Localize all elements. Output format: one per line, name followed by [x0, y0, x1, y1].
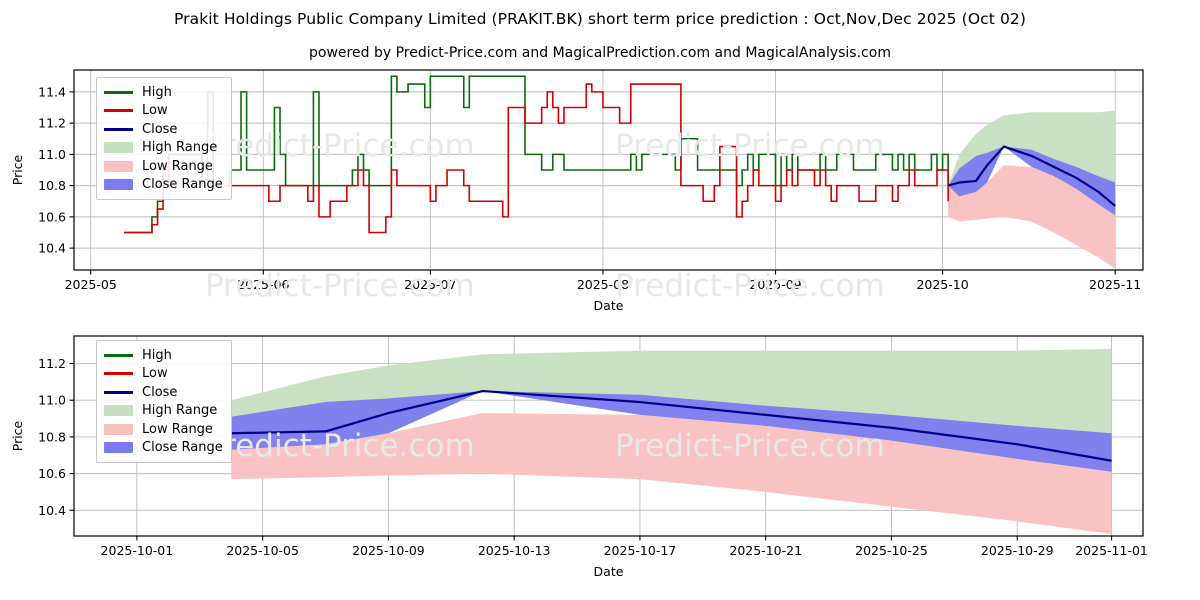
legend-item-low-range: Low Range [104, 157, 223, 176]
x-axis-tick-label: 2025-10-29 [981, 543, 1054, 558]
legend-item-label: Low Range [142, 421, 213, 437]
legend-swatch-icon [104, 179, 133, 191]
legend-swatch-icon [104, 127, 133, 131]
legend-item-label: High Range [142, 140, 218, 156]
legend-item-high-range: High Range [104, 139, 223, 158]
legend-item-label: Close [142, 121, 178, 137]
legend-swatch-icon [104, 109, 133, 113]
legend-item-label: Low Range [142, 158, 213, 174]
y-axis-tick-label: 11.4 [38, 84, 66, 99]
x-axis-tick-label: 2025-09 [749, 277, 801, 292]
y-axis-tick-label: 10.6 [38, 466, 66, 481]
x-axis-tick-label: 2025-10-21 [729, 543, 802, 558]
legend-item-label: High [142, 347, 172, 363]
overview-chart-panel: 10.4 10.6 10.8 11.0 11.2 11.4 2025-05 2025-06 20… [0, 60, 1200, 320]
y-axis-title: Price [10, 154, 25, 185]
overview-chart-legend: High Low Close High Range Low Range Close Ran… [96, 77, 232, 200]
page-title: Prakit Holdings Public Company Limited (… [173, 10, 1027, 28]
detail-chart-legend: High Low Close High Range Low Range Close Ran… [96, 340, 232, 463]
legend-item-label: High [142, 84, 172, 100]
x-axis-tick-label: 2025-08 [577, 277, 629, 292]
y-axis-tick-label: 10.8 [38, 178, 66, 193]
y-axis-title: Price [10, 420, 25, 451]
y-axis-tick-label: 11.2 [38, 356, 66, 371]
legend-swatch-icon [104, 142, 133, 154]
legend-swatch-icon [104, 372, 133, 376]
legend-item-label: High Range [142, 403, 218, 419]
legend-item-close-range: Close Range [104, 439, 223, 458]
x-axis-tick-label: 2025-10-17 [604, 543, 677, 558]
legend-item-label: Close Range [142, 440, 223, 456]
legend-swatch-icon [104, 353, 133, 357]
y-axis-tick-label: 10.4 [38, 241, 66, 256]
y-axis-tick-label: 11.0 [38, 147, 66, 162]
detail-chart-svg: 10.4 10.6 10.8 11.0 11.2 2025-10-01 2025-10-05… [10, 335, 1148, 579]
legend-item-close-range: Close Range [104, 176, 223, 195]
legend-item-low: Low [104, 365, 223, 384]
legend-item-label: Low [142, 103, 168, 119]
x-axis-tick-label: 2025-10-09 [352, 543, 425, 558]
y-axis-tick-label: 10.8 [38, 429, 66, 444]
legend-item-high-range: High Range [104, 402, 223, 421]
x-axis-tick-label: 2025-10-05 [226, 543, 299, 558]
x-axis-tick-label: 2025-11-01 [1075, 543, 1148, 558]
detail-chart-panel: 10.4 10.6 10.8 11.0 11.2 2025-10-01 2025-10-05… [0, 320, 1200, 600]
y-axis-tick-label: 10.6 [38, 209, 66, 224]
legend-swatch-icon [104, 405, 133, 417]
legend-item-label: Low [142, 366, 168, 382]
legend-item-high: High [104, 346, 223, 365]
x-axis-title: Date [594, 298, 624, 313]
x-axis-tick-label: 2025-07 [404, 277, 456, 292]
legend-item-label: Close Range [142, 177, 223, 193]
legend-item-close: Close [104, 383, 223, 402]
legend-item-close: Close [104, 120, 223, 139]
legend-swatch-icon [104, 442, 133, 454]
x-axis-tick-label: 2025-10 [916, 277, 968, 292]
x-axis-title: Date [594, 564, 624, 579]
legend-item-low-range: Low Range [104, 420, 223, 439]
y-axis-tick-label: 10.4 [38, 503, 66, 518]
legend-swatch-icon [104, 423, 133, 435]
overview-chart-svg: 10.4 10.6 10.8 11.0 11.2 11.4 2025-05 2025-06 20… [10, 69, 1144, 313]
legend-item-high: High [104, 83, 223, 102]
x-axis-tick-label: 2025-10-13 [478, 543, 551, 558]
x-axis-tick-label: 2025-10-25 [855, 543, 928, 558]
legend-item-low: Low [104, 102, 223, 121]
legend-swatch-icon [104, 90, 133, 94]
x-axis-tick-label: 2025-05 [65, 277, 117, 292]
page-subtitle: powered by Predict-Price.com and Magical… [309, 45, 891, 61]
legend-swatch-icon [104, 160, 133, 172]
x-axis-tick-label: 2025-06 [237, 277, 289, 292]
x-axis-tick-label: 2025-11 [1089, 277, 1141, 292]
y-axis-tick-label: 11.2 [38, 116, 66, 131]
legend-item-label: Close [142, 384, 178, 400]
legend-swatch-icon [104, 390, 133, 394]
y-axis-tick-label: 11.0 [38, 393, 66, 408]
x-axis-tick-label: 2025-10-01 [101, 543, 174, 558]
